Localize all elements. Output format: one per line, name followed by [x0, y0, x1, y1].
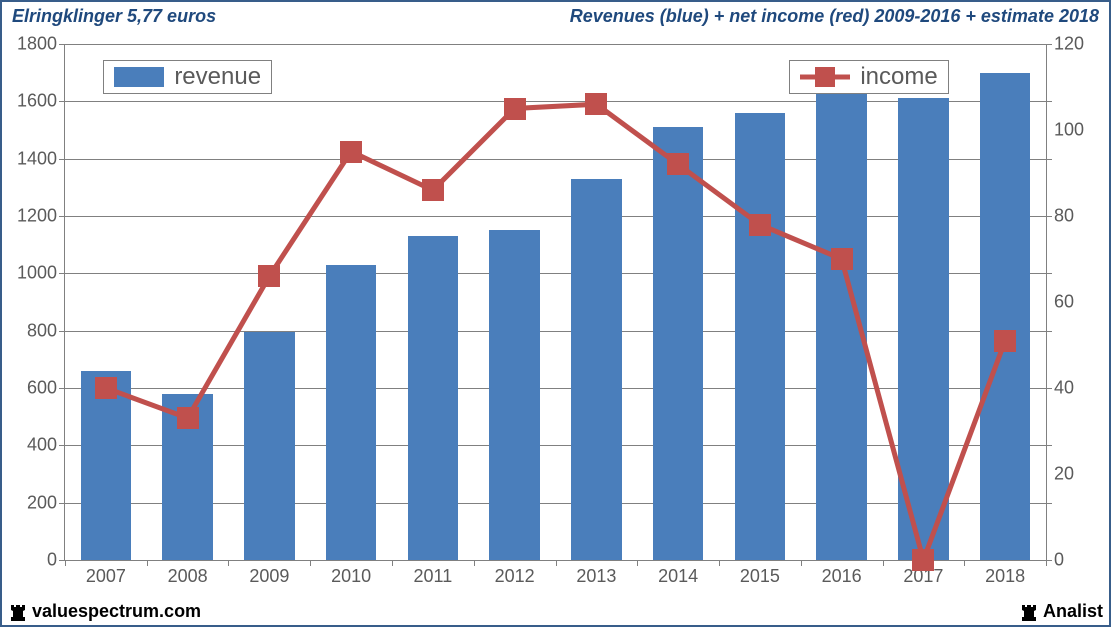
footer-right: Analist [1019, 601, 1103, 622]
plot-area: 0200400600800100012001400160018000204060… [64, 44, 1047, 561]
x-label: 2014 [658, 560, 698, 587]
x-label: 2013 [576, 560, 616, 587]
tick [964, 560, 965, 566]
x-label: 2018 [985, 560, 1025, 587]
tick [147, 560, 148, 566]
tick [801, 560, 802, 566]
tick [1046, 101, 1052, 102]
tick [1046, 503, 1052, 504]
tick [637, 560, 638, 566]
footer-left-text: valuespectrum.com [32, 601, 201, 621]
income-marker [177, 407, 199, 429]
plot: 0200400600800100012001400160018000204060… [64, 44, 1047, 561]
tick [392, 560, 393, 566]
y-right-label: 0 [1046, 550, 1064, 571]
y-left-label: 1200 [17, 206, 65, 227]
tick [65, 560, 66, 566]
income-marker [95, 377, 117, 399]
legend-revenue: revenue [103, 60, 272, 94]
y-left-label: 0 [47, 550, 65, 571]
tick [556, 560, 557, 566]
tick [310, 560, 311, 566]
tick [474, 560, 475, 566]
income-marker [504, 98, 526, 120]
y-left-label: 1800 [17, 34, 65, 55]
income-marker [994, 330, 1016, 352]
tick [883, 560, 884, 566]
y-left-label: 1000 [17, 263, 65, 284]
x-label: 2008 [168, 560, 208, 587]
income-marker [912, 549, 934, 571]
y-right-label: 40 [1046, 378, 1074, 399]
y-right-label: 120 [1046, 34, 1084, 55]
income-marker [667, 153, 689, 175]
legend-income: income [789, 60, 948, 94]
y-left-label: 800 [27, 320, 65, 341]
rook-icon [8, 603, 28, 623]
income-marker [831, 248, 853, 270]
income-line [65, 44, 1046, 560]
tick [1046, 560, 1047, 566]
x-label: 2009 [249, 560, 289, 587]
x-label: 2011 [414, 560, 453, 587]
x-label: 2007 [86, 560, 126, 587]
tick [228, 560, 229, 566]
chart-footer: valuespectrum.com Analist [2, 599, 1109, 625]
footer-left: valuespectrum.com [8, 601, 201, 622]
y-right-label: 20 [1046, 464, 1074, 485]
legend-bar-swatch [114, 67, 164, 87]
footer-right-text: Analist [1043, 601, 1103, 621]
header-left: Elringklinger 5,77 euros [12, 6, 216, 27]
legend-line-swatch [800, 67, 850, 87]
y-right-label: 80 [1046, 206, 1074, 227]
y-left-label: 1400 [17, 148, 65, 169]
tick [1046, 331, 1052, 332]
y-right-label: 100 [1046, 120, 1084, 141]
tick [1046, 159, 1052, 160]
x-label: 2012 [495, 560, 535, 587]
x-label: 2010 [331, 560, 371, 587]
chart-frame: Elringklinger 5,77 euros Revenues (blue)… [0, 0, 1111, 627]
income-marker [585, 93, 607, 115]
legend-income-label: income [860, 63, 937, 91]
y-right-label: 60 [1046, 292, 1074, 313]
legend-revenue-label: revenue [174, 63, 261, 91]
x-label: 2016 [822, 560, 862, 587]
income-marker [340, 141, 362, 163]
income-marker [258, 265, 280, 287]
y-left-label: 200 [27, 492, 65, 513]
tick [1046, 273, 1052, 274]
income-marker [749, 214, 771, 236]
tick [719, 560, 720, 566]
rook-icon [1019, 603, 1039, 623]
income-marker [422, 179, 444, 201]
tick [1046, 445, 1052, 446]
y-left-label: 400 [27, 435, 65, 456]
chart-header: Elringklinger 5,77 euros Revenues (blue)… [2, 2, 1109, 30]
y-left-label: 600 [27, 378, 65, 399]
x-label: 2015 [740, 560, 780, 587]
header-right: Revenues (blue) + net income (red) 2009-… [570, 6, 1099, 27]
y-left-label: 1600 [17, 91, 65, 112]
